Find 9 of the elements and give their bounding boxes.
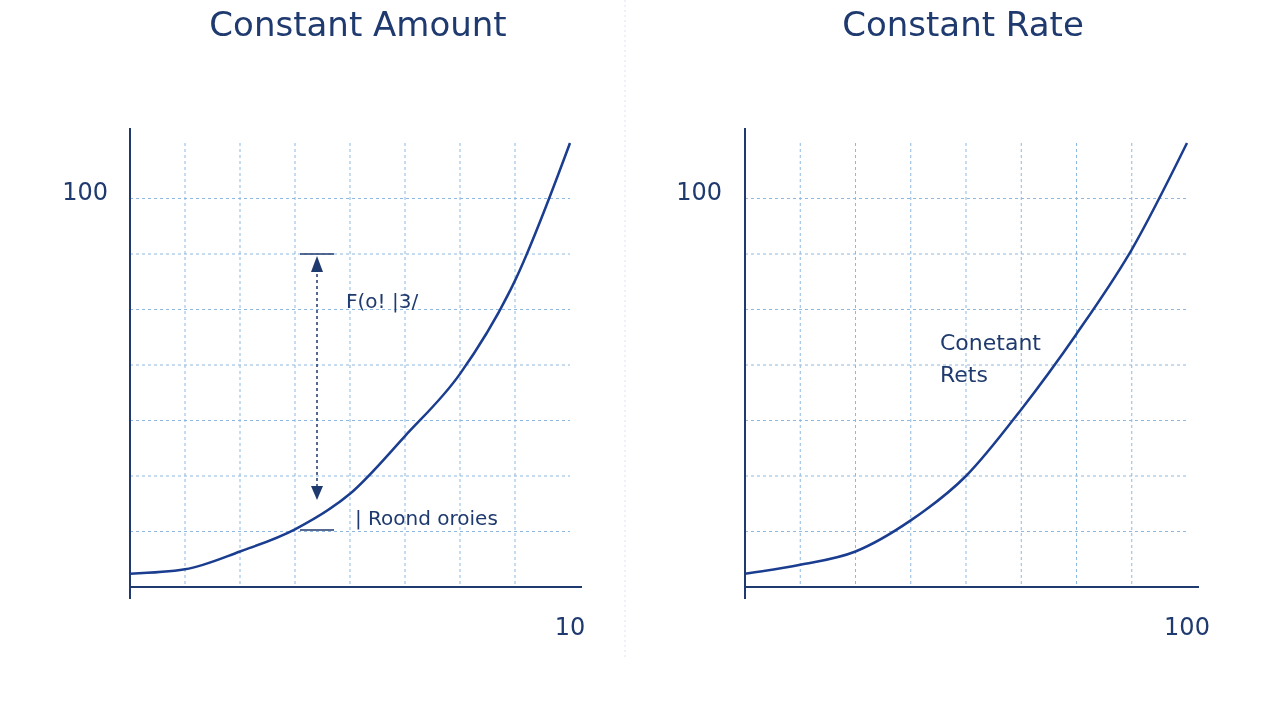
- chart-title: Constant Rate: [842, 4, 1084, 44]
- text: 100: [676, 178, 722, 206]
- annotation: Conetant Rets: [940, 330, 1042, 387]
- text: 10: [554, 613, 586, 641]
- annotation: F(o! |3/: [346, 289, 419, 313]
- text: 100: [62, 178, 108, 206]
- text: 100: [1164, 613, 1210, 641]
- annotation: | Roond oroies: [355, 506, 498, 530]
- chart-title: Constant Amount: [209, 4, 507, 44]
